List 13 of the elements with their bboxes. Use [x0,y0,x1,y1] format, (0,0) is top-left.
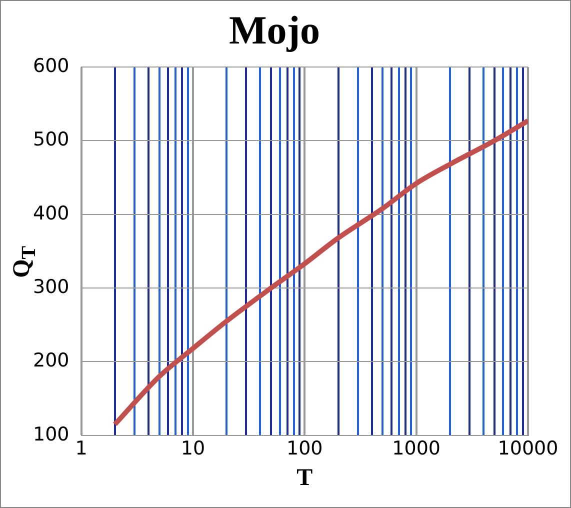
y-tick-label: 400 [33,202,70,224]
x-axis-title: T [296,464,313,491]
x-tick-label: 1 [75,438,88,460]
x-tick-label: 1000 [392,438,440,460]
chart-title: Mojo [228,7,320,52]
x-tick-label: 100 [286,438,323,460]
y-tick-label: 100 [33,423,70,446]
y-tick-label: 200 [33,350,70,372]
y-tick-label: 300 [33,276,70,298]
y-tick-label: 500 [33,128,70,151]
x-tick-label: 10000 [498,438,558,460]
y-tick-label: 600 [33,54,70,77]
x-tick-label: 10 [180,438,206,460]
